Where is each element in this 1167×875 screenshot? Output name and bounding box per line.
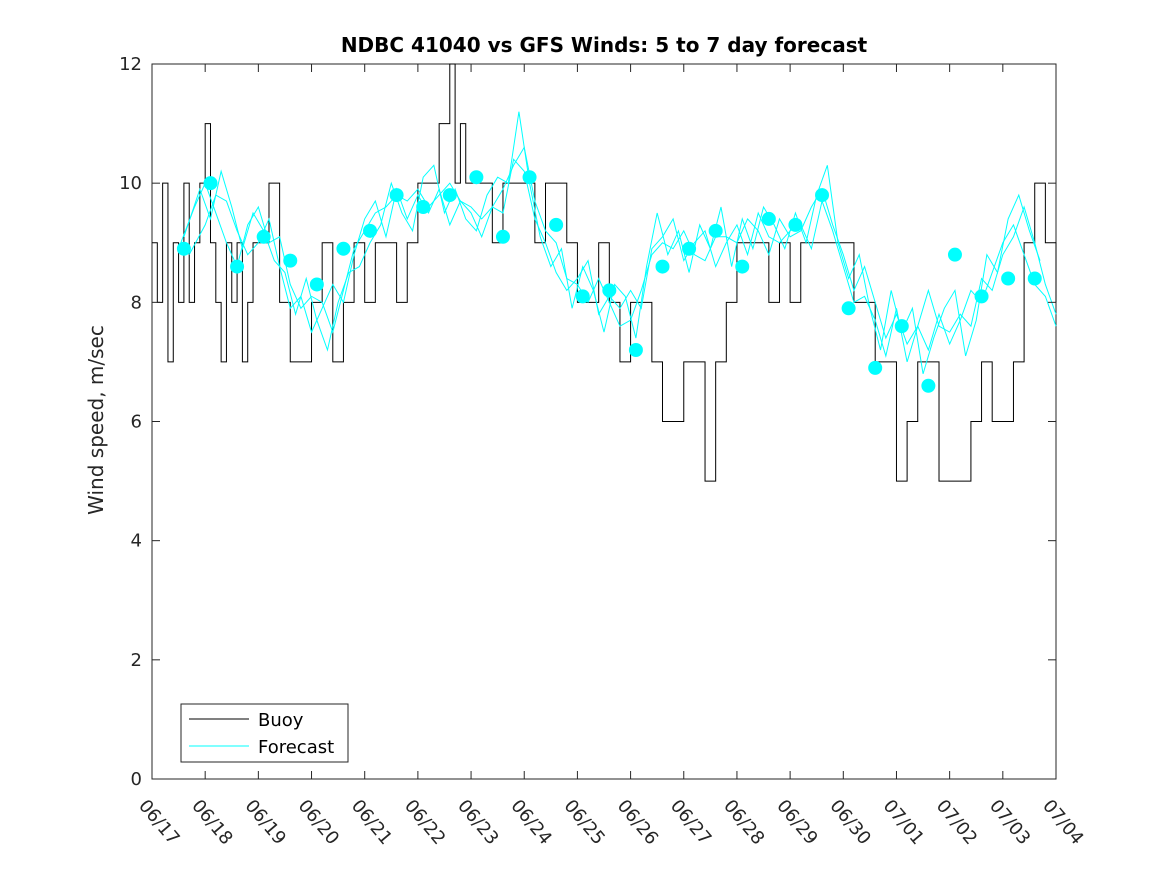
- series-layer: [152, 63, 1057, 482]
- forecast-marker: [628, 343, 643, 357]
- forecast-marker: [841, 301, 856, 316]
- legend: Buoy Forecast: [180, 703, 349, 763]
- axes-box: [151, 63, 1057, 780]
- forecast-marker: [309, 277, 324, 292]
- forecast-marker: [176, 241, 191, 256]
- forecast-marker: [868, 360, 883, 375]
- forecast-marker: [522, 170, 537, 185]
- chart-title: NDBC 41040 vs GFS Winds: 5 to 7 day fore…: [341, 33, 868, 57]
- y-tick-label: 6: [131, 412, 142, 433]
- buoy-series-line: [152, 63, 1057, 482]
- forecast-marker: [655, 259, 670, 274]
- legend-forecast-label: Forecast: [258, 737, 334, 758]
- forecast-marker: [363, 223, 378, 238]
- forecast-marker: [921, 378, 936, 393]
- forecast-marker: [602, 283, 617, 298]
- forecast-marker: [1001, 271, 1016, 286]
- forecast-marker: [682, 241, 697, 256]
- forecast-marker: [815, 188, 830, 203]
- forecast-marker: [1027, 271, 1042, 286]
- forecast-marker: [256, 229, 271, 244]
- y-tick-label: 12: [119, 54, 142, 75]
- forecast-marker: [947, 247, 962, 262]
- forecast-marker: [708, 223, 723, 238]
- forecast-marker: [761, 211, 776, 226]
- forecast-marker: [894, 319, 909, 334]
- y-tick-label: 8: [131, 292, 142, 313]
- forecast-marker: [416, 200, 431, 214]
- forecast-marker: [469, 170, 484, 185]
- legend-buoy-label: Buoy: [258, 710, 304, 731]
- forecast-marker: [230, 259, 245, 274]
- y-tick-label: 0: [131, 769, 142, 790]
- forecast-marker: [495, 229, 510, 244]
- y-tick-label: 4: [131, 531, 142, 552]
- forecast-marker: [336, 241, 351, 256]
- forecast-marker: [549, 217, 564, 232]
- forecast-series-line: [188, 158, 1057, 363]
- y-tick-label: 2: [131, 650, 142, 671]
- y-tick-label: 10: [119, 173, 142, 194]
- forecast-marker: [575, 289, 590, 304]
- forecast-series-line: [178, 146, 1057, 346]
- forecast-marker: [442, 188, 457, 203]
- forecast-marker: [735, 259, 750, 274]
- forecast-marker: [203, 176, 218, 191]
- y-axis-label: Wind speed, m/sec: [84, 325, 108, 515]
- forecast-marker: [788, 217, 803, 232]
- forecast-marker: [974, 289, 989, 304]
- forecast-marker: [389, 188, 404, 203]
- legend-box: [180, 703, 349, 763]
- forecast-marker: [283, 253, 298, 268]
